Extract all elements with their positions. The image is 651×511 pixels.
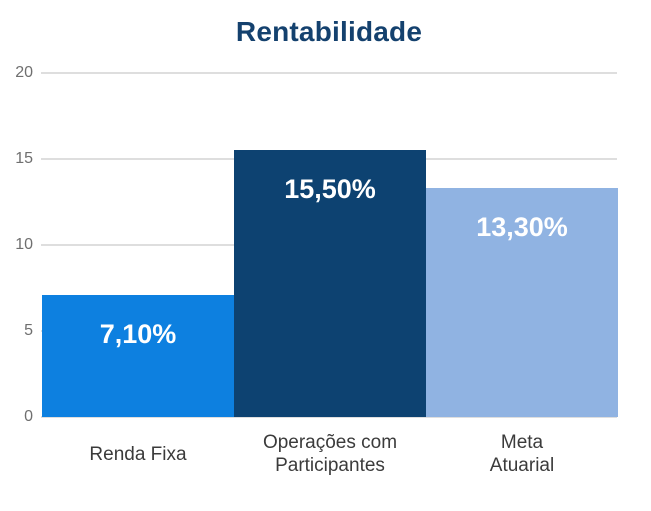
bar-value-label: 13,30%: [476, 212, 568, 242]
bar-3: 13,30%: [426, 188, 618, 417]
bar-value-label: 15,50%: [284, 174, 376, 204]
y-tick-label: 0: [24, 408, 33, 425]
bar-2: 15,50%: [234, 150, 426, 417]
y-tick-label: 15: [15, 150, 33, 167]
bar-value-label: 7,10%: [99, 319, 177, 349]
y-tick-label: 20: [15, 64, 33, 81]
bar-1: 7,10%: [42, 295, 234, 417]
y-tick-label: 5: [24, 322, 33, 339]
x-axis-label: Operações com Participantes: [262, 432, 398, 476]
y-tick-label: 10: [15, 236, 33, 253]
gridline-y0: [41, 416, 617, 418]
gridline-y20: [41, 72, 617, 74]
x-axis-label: Meta Atuarial: [489, 432, 555, 476]
x-axis-label: Renda Fixa: [89, 443, 187, 465]
chart-title: Rentabilidade: [235, 16, 423, 47]
